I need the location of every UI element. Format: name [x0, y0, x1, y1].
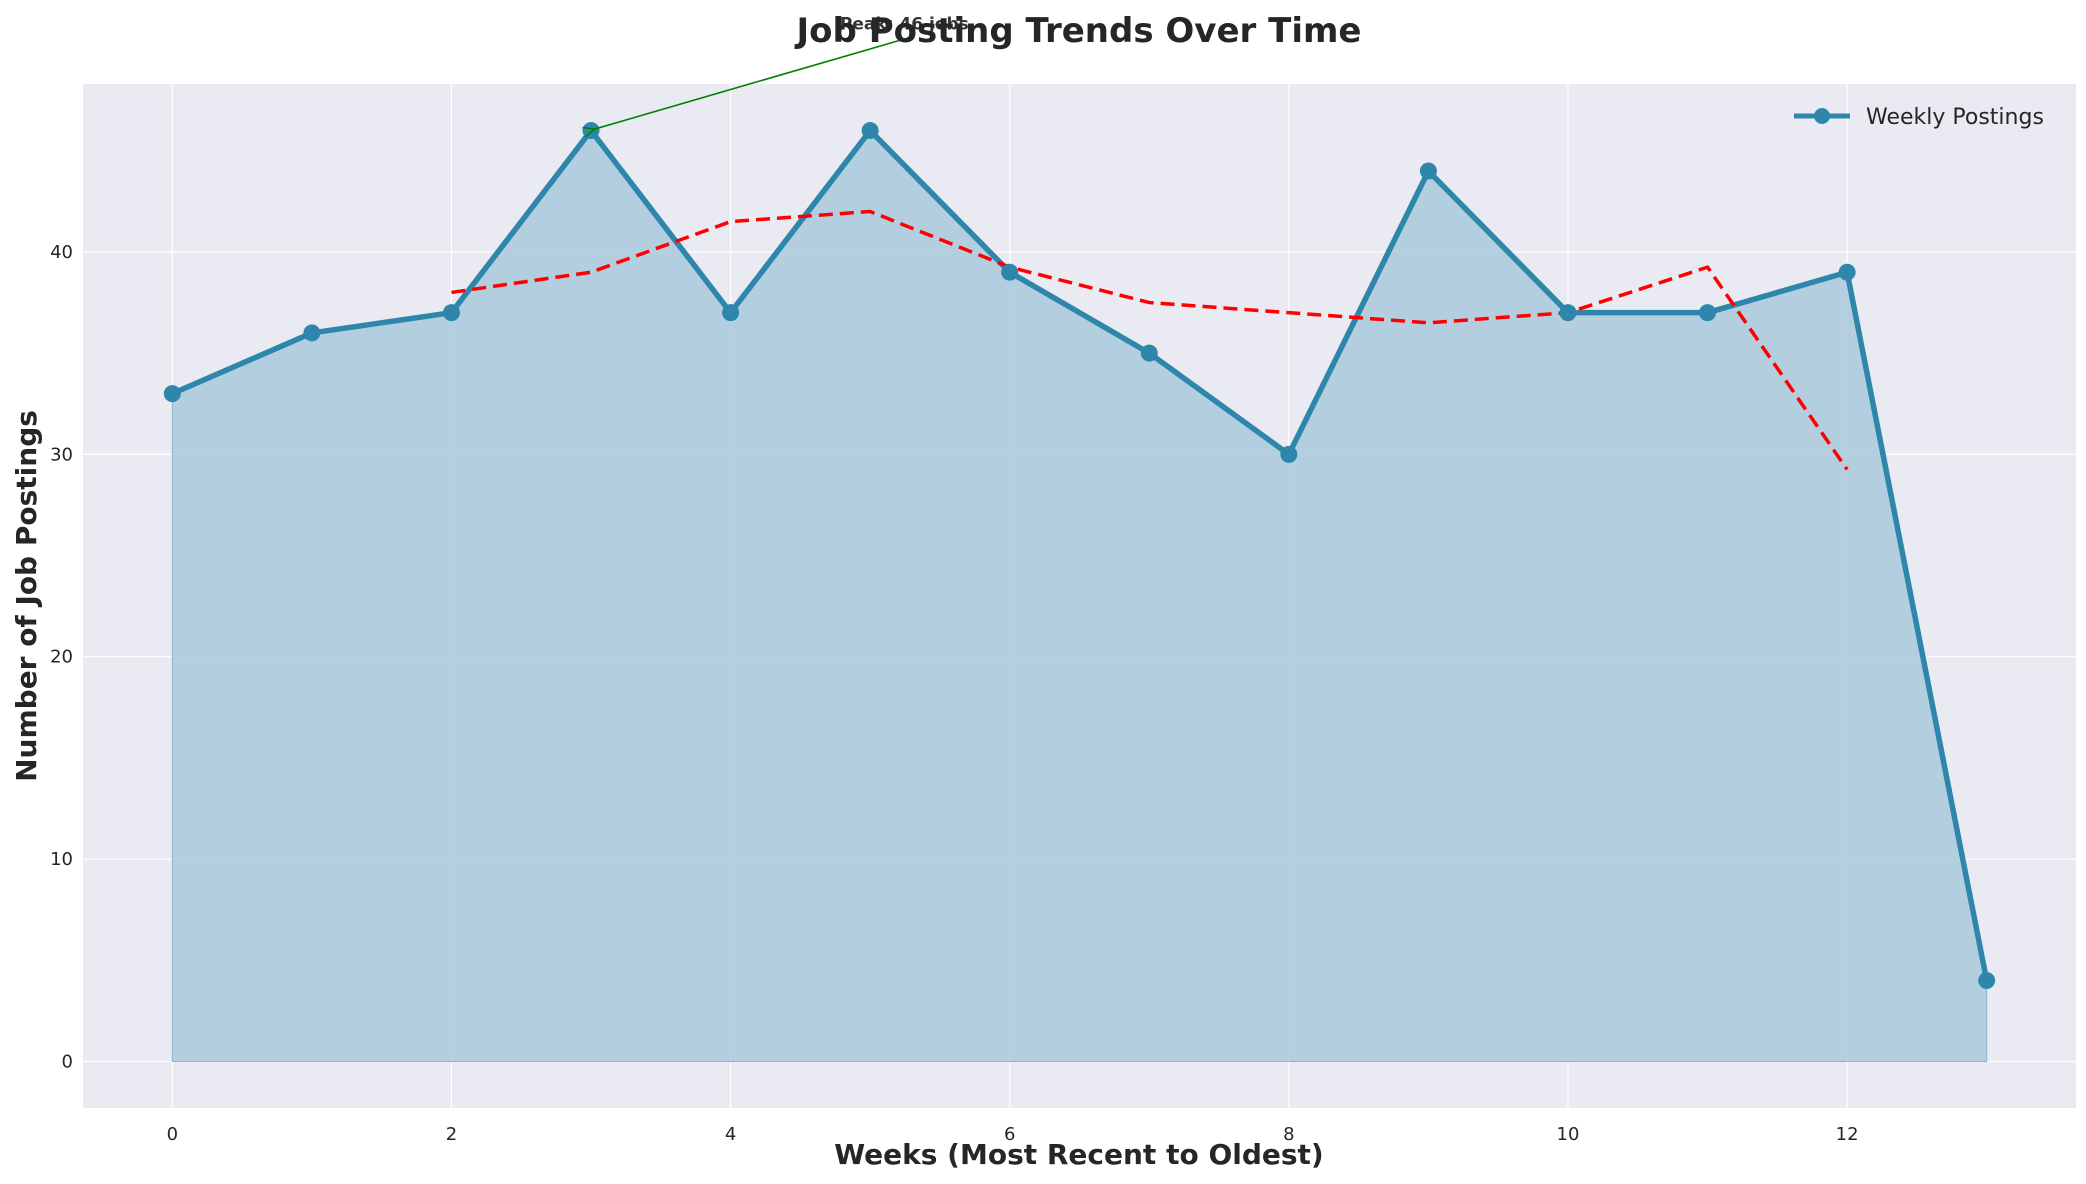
data-point [303, 324, 321, 342]
x-tick-label: 2 [446, 1124, 457, 1145]
data-point [582, 122, 600, 140]
series-line-dashed [451, 209, 1849, 471]
data-point [1559, 304, 1577, 322]
legend-label: Weekly Postings [1866, 105, 2044, 130]
annotation-label: Peak: 46 jobs [840, 14, 969, 34]
chart-title: Job Posting Trends Over Time [795, 11, 1362, 51]
y-tick-label: 0 [62, 1051, 73, 1072]
annotations: Peak: 46 jobs [593, 14, 969, 129]
data-point [1280, 445, 1298, 463]
x-axis-label: Weeks (Most Recent to Oldest) [834, 1138, 1323, 1171]
y-tick-labels: 0 10 20 30 40 [50, 242, 73, 1072]
y-tick-label: 10 [50, 849, 73, 870]
data-point [1419, 162, 1437, 180]
data-point [163, 385, 181, 403]
x-tick-label: 0 [167, 1124, 178, 1145]
x-tick-labels: 0 2 4 6 8 10 12 [167, 1124, 1859, 1145]
data-point [1978, 972, 1996, 990]
lines-layer [171, 127, 1990, 982]
data-point [861, 122, 879, 140]
data-point [1838, 263, 1856, 281]
data-point [442, 304, 460, 322]
y-tick-label: 20 [50, 647, 73, 668]
y-tick-label: 40 [50, 242, 73, 263]
x-tick-label: 8 [1283, 1124, 1294, 1145]
data-point [1699, 304, 1717, 322]
x-tick-label: 4 [725, 1124, 736, 1145]
annotation-arrow [593, 36, 911, 129]
y-axis-label: Number of Job Postings [10, 410, 43, 782]
data-point [722, 304, 740, 322]
y-tick-label: 30 [50, 444, 73, 465]
x-tick-label: 6 [1004, 1124, 1015, 1145]
x-tick-label: 10 [1557, 1124, 1580, 1145]
legend-marker-swatch [1814, 108, 1830, 124]
legend: Weekly Postings [1794, 105, 2044, 130]
x-tick-label: 12 [1836, 1124, 1859, 1145]
data-point [1140, 344, 1158, 362]
series-line-weekly-postings [171, 127, 1990, 982]
data-point [1001, 263, 1019, 281]
